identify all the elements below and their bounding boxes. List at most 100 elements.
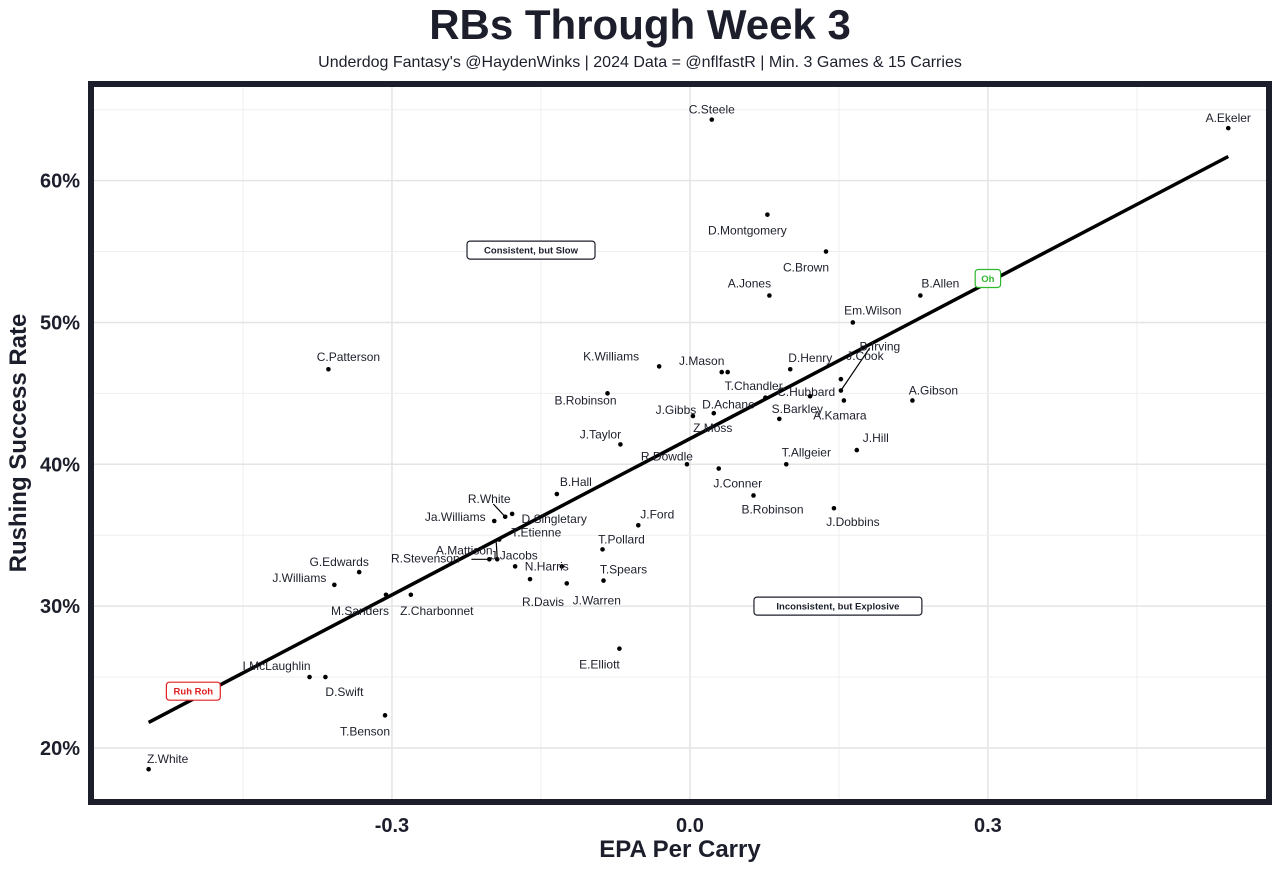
label-leader-lines [471,347,871,560]
data-point [767,293,772,298]
data-point [512,564,518,569]
data-point [326,366,331,372]
annotation-text: Oh [981,274,994,285]
data-points [146,117,1231,772]
annotation-text: Consistent, but Slow [484,246,579,257]
data-point [356,569,362,575]
data-label: D.Singletary [521,512,586,526]
data-label: C.Patterson [317,350,380,364]
data-label: J.Cook [846,349,884,363]
data-point [601,578,606,583]
data-label: J.Gibbs [656,403,697,417]
data-point [709,117,715,122]
data-label: G.Edwards [310,555,369,569]
data-point [765,212,770,217]
data-label: T.Etienne [511,525,561,539]
data-point [838,376,844,382]
data-point [600,547,605,552]
x-axis-label: EPA Per Carry [599,836,761,863]
data-label: T.Benson [340,724,390,738]
data-label: Em.Wilson [844,303,901,317]
data-point [719,369,725,375]
annotation-box [165,681,221,701]
data-label: J.Hill [863,431,889,445]
y-tick-label: 40% [40,454,80,476]
data-label: B.Irving [860,340,901,354]
data-label: A.Kamara [813,408,867,422]
x-tick-label: -0.3 [375,815,409,837]
data-label: T.Allgeier [782,445,831,459]
data-point [711,410,717,416]
data-point [509,511,515,517]
data-label: Z.White [147,752,189,766]
data-point [656,364,662,369]
data-point [559,564,565,569]
data-point [383,592,389,598]
data-point [382,713,388,718]
trend-line [147,154,1230,724]
annotation-box [974,268,1002,289]
leader-line [495,542,498,560]
data-labels: C.Steele A.Ekeler D.Montgomery C.Brown A.Jon… [147,103,1251,767]
data-point [841,398,847,403]
data-label: J.Williams [272,571,326,585]
y-axis-ticks: 20% 30% 40% 50% 60% [40,171,80,760]
data-label: C.Hubbard [777,385,835,399]
chart-subtitle: Underdog Fantasy's @HaydenWinks | 2024 D… [318,54,962,71]
data-label: D.Montgomery [708,224,787,238]
data-point [787,366,793,372]
data-label: B.Hall [560,475,592,489]
data-point [487,557,492,562]
data-label: B.Allen [921,276,959,290]
annotations: Consistent, but Slow Inconsistent, but Ex… [165,240,1002,701]
data-point [605,391,610,396]
x-tick-label: 0.0 [676,815,704,837]
data-label: D.Achane [702,398,755,412]
data-label: B.Robinson [554,393,616,407]
x-tick-label: 0.3 [974,815,1002,837]
data-point [307,674,312,680]
x-axis-ticks: -0.3 0.0 0.3 [375,815,1002,837]
y-tick-label: 30% [40,596,80,618]
data-point [635,522,641,528]
data-point [807,393,813,399]
data-label: Z.Charbonnet [400,604,474,618]
data-label: Z.Moss [693,421,732,435]
data-label: J.Ford [640,507,674,521]
data-point [554,491,560,497]
data-label: A.Gibson [909,383,958,397]
data-point [690,413,696,419]
chart-title: RBs Through Week 3 [429,1,851,48]
plot-panel-border [88,81,1272,805]
data-point [777,416,782,422]
data-label: Ja.Williams [425,510,486,524]
grid-lines [94,87,1266,799]
data-point [618,442,623,447]
data-label: C.Brown [783,261,829,275]
data-point [910,398,915,403]
annotation-text: Ruh Roh [174,687,214,698]
data-point [831,505,837,511]
data-point [725,369,730,375]
data-point [146,766,151,772]
data-label: R.Davis [522,595,564,609]
data-label: R.Dowdle [641,449,693,463]
data-point [684,461,690,467]
data-label: J.Dobbins [826,515,879,529]
data-label: T.Spears [600,563,647,577]
leader-line [492,503,506,518]
data-point [716,466,722,471]
data-label: C.Steele [689,103,735,117]
data-point [564,581,570,586]
data-label: T.Chandler [725,379,783,393]
data-label: K.Williams [583,349,639,363]
annotation-text: Inconsistent, but Explosive [776,602,899,613]
data-label: D.Swift [325,685,364,699]
data-label: R.Stevenson [391,551,460,565]
data-point [838,388,844,393]
trend-line-group [147,154,1230,724]
data-label: B.Robinson [741,502,803,516]
data-point [494,557,500,562]
data-label: T.Pollard [598,532,645,546]
data-label: R.White [468,492,511,506]
